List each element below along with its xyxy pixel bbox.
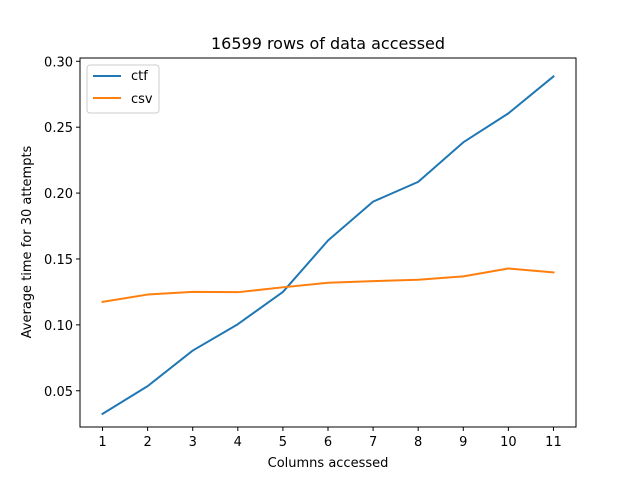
x-tick-label: 5 (279, 435, 287, 450)
series-line-ctf (101, 75, 555, 416)
x-tick-label: 1 (98, 435, 106, 450)
x-tick-label: 9 (459, 435, 467, 450)
y-tick-label: 0.25 (44, 121, 73, 136)
y-axis: 0.05 0.10 0.15 0.20 0.25 0.30 (44, 55, 80, 400)
y-tick-label: 0.15 (44, 253, 73, 268)
legend: ctf csv (86, 64, 160, 114)
x-tick-label: 11 (545, 435, 562, 450)
series-layer (101, 75, 555, 416)
legend-csv-label: csv (131, 92, 153, 107)
x-tick-label: 8 (414, 435, 422, 450)
y-tick-label: 0.30 (44, 55, 73, 70)
y-tick-label: 0.10 (44, 319, 73, 334)
x-tick-label: 3 (189, 435, 197, 450)
chart-title: 16599 rows of data accessed (211, 34, 445, 53)
y-tick-label: 0.05 (44, 385, 73, 400)
y-tick-label: 0.20 (44, 187, 73, 202)
x-tick-label: 7 (369, 435, 377, 450)
y-axis-label: Average time for 30 attempts (20, 145, 35, 338)
x-tick-label: 4 (234, 435, 242, 450)
x-tick-label: 10 (500, 435, 517, 450)
x-axis-label: Columns accessed (268, 456, 389, 471)
legend-ctf-label: ctf (131, 69, 148, 84)
x-tick-label: 6 (324, 435, 332, 450)
x-axis: 1 2 3 4 5 6 7 8 9 10 11 (98, 427, 562, 450)
series-line-csv (101, 267, 555, 303)
x-tick-label: 2 (143, 435, 151, 450)
